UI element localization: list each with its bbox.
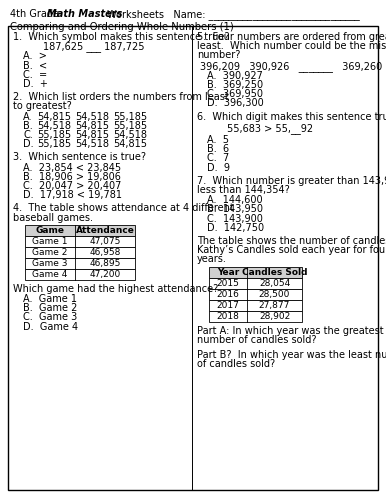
Bar: [209, 278, 302, 288]
Text: D.  396,300: D. 396,300: [207, 98, 264, 108]
Text: D.  Game 4: D. Game 4: [23, 322, 78, 332]
Text: 1.  Which symbol makes this sentence true?: 1. Which symbol makes this sentence true…: [13, 32, 230, 42]
Text: 55,185: 55,185: [37, 139, 71, 149]
Text: 54,815: 54,815: [37, 112, 71, 122]
Text: 2017: 2017: [217, 300, 239, 310]
Text: Attendance: Attendance: [76, 226, 134, 235]
Text: B.  6: B. 6: [207, 144, 229, 154]
Text: number?: number?: [197, 50, 240, 60]
Text: A.  390,927: A. 390,927: [207, 71, 263, 81]
Text: Game 1: Game 1: [32, 237, 68, 246]
Text: 5.  Four numbers are ordered from greatest to: 5. Four numbers are ordered from greates…: [197, 32, 386, 42]
Text: 46,958: 46,958: [89, 248, 121, 257]
Text: Part B?  In which year was the least number: Part B? In which year was the least numb…: [197, 350, 386, 360]
Text: B.  143,950: B. 143,950: [207, 204, 263, 214]
Text: B.  18,906 > 19,806: B. 18,906 > 19,806: [23, 172, 121, 182]
Text: A.: A.: [23, 112, 32, 122]
Text: B.  Game 2: B. Game 2: [23, 303, 77, 313]
Text: of candles sold?: of candles sold?: [197, 359, 275, 369]
Text: years.: years.: [197, 254, 227, 264]
Text: 54,518: 54,518: [113, 130, 147, 140]
Bar: [209, 288, 302, 300]
Text: 6.  Which digit makes this sentence true?: 6. Which digit makes this sentence true?: [197, 112, 386, 122]
Text: 28,500: 28,500: [259, 290, 290, 298]
Text: Math Masters: Math Masters: [47, 9, 122, 19]
Text: B.: B.: [23, 121, 33, 131]
Text: 54,815: 54,815: [75, 130, 109, 140]
Text: The table shows the number of candles that: The table shows the number of candles th…: [197, 236, 386, 246]
Text: Candles Sold: Candles Sold: [242, 268, 307, 276]
Text: 4th Grade: 4th Grade: [10, 9, 62, 19]
Text: 54,518: 54,518: [75, 112, 109, 122]
Text: C.: C.: [23, 130, 33, 140]
Text: A.  23,854 < 23,845: A. 23,854 < 23,845: [23, 162, 121, 172]
Text: Worksheets   Name: _______________________________: Worksheets Name: _______________________…: [104, 9, 360, 20]
Text: Game 2: Game 2: [32, 248, 68, 257]
Text: A.  >: A. >: [23, 52, 47, 62]
Text: C.  20,047 > 20,407: C. 20,047 > 20,407: [23, 181, 121, 191]
Text: Which game had the highest attendance?: Which game had the highest attendance?: [13, 284, 218, 294]
Text: 2.  Which list orders the numbers from least: 2. Which list orders the numbers from le…: [13, 92, 229, 102]
Text: 54,518: 54,518: [75, 139, 109, 149]
Text: 47,075: 47,075: [89, 237, 121, 246]
Text: 54,815: 54,815: [113, 139, 147, 149]
Text: Game: Game: [36, 226, 64, 235]
Bar: [25, 247, 135, 258]
Text: 7.  Which number is greater than 143,907 and: 7. Which number is greater than 143,907 …: [197, 176, 386, 186]
Text: least.  Which number could be the missing: least. Which number could be the missing: [197, 41, 386, 51]
Bar: [25, 225, 135, 236]
Text: 396,209   390,926   _______   369,260: 396,209 390,926 _______ 369,260: [200, 60, 382, 72]
Text: 2018: 2018: [217, 312, 239, 320]
Text: A.  5: A. 5: [207, 135, 229, 145]
Text: C.  369,950: C. 369,950: [207, 89, 263, 99]
Text: D.: D.: [23, 139, 34, 149]
Text: 3.  Which sentence is true?: 3. Which sentence is true?: [13, 152, 146, 162]
Text: 55,185: 55,185: [113, 121, 147, 131]
Text: 54,518: 54,518: [37, 121, 71, 131]
Text: D.  17,918 < 19,781: D. 17,918 < 19,781: [23, 190, 122, 200]
Bar: [25, 258, 135, 269]
Text: 46,895: 46,895: [89, 259, 121, 268]
Text: C.  =: C. =: [23, 70, 47, 80]
Text: Kathy’s Candles sold each year for four: Kathy’s Candles sold each year for four: [197, 245, 386, 255]
Text: D.  9: D. 9: [207, 162, 230, 172]
Text: 27,877: 27,877: [259, 300, 290, 310]
Text: 55,185: 55,185: [113, 112, 147, 122]
Bar: [209, 266, 302, 278]
Text: 54,815: 54,815: [75, 121, 109, 131]
Text: Game 4: Game 4: [32, 270, 68, 279]
Text: C.  Game 3: C. Game 3: [23, 312, 77, 322]
Text: 47,200: 47,200: [90, 270, 120, 279]
Text: 28,902: 28,902: [259, 312, 290, 320]
Text: less than 144,354?: less than 144,354?: [197, 185, 290, 195]
Text: 2015: 2015: [217, 278, 239, 287]
Text: Game 3: Game 3: [32, 259, 68, 268]
Text: Year: Year: [217, 268, 239, 276]
Text: 4.  The table shows attendance at 4 different: 4. The table shows attendance at 4 diffe…: [13, 204, 234, 214]
Text: C.  7: C. 7: [207, 154, 229, 164]
Text: Part A: In which year was the greatest: Part A: In which year was the greatest: [197, 326, 384, 336]
Text: B.  369,250: B. 369,250: [207, 80, 263, 90]
Text: D.  +: D. +: [23, 79, 48, 89]
Text: 2016: 2016: [217, 290, 239, 298]
Text: A.  Game 1: A. Game 1: [23, 294, 77, 304]
Text: C.  143,900: C. 143,900: [207, 214, 263, 224]
Text: 55,185: 55,185: [37, 130, 71, 140]
Text: baseball games.: baseball games.: [13, 212, 93, 222]
Bar: [209, 300, 302, 310]
Bar: [209, 310, 302, 322]
Text: B.  <: B. <: [23, 60, 47, 70]
Text: number of candles sold?: number of candles sold?: [197, 335, 317, 345]
Text: 28,054: 28,054: [259, 278, 290, 287]
Text: A.  144,600: A. 144,600: [207, 195, 262, 205]
Text: D.  142,750: D. 142,750: [207, 223, 264, 233]
Text: Comparing and Ordering Whole Numbers (1): Comparing and Ordering Whole Numbers (1): [10, 22, 234, 32]
Text: to greatest?: to greatest?: [13, 102, 72, 112]
Text: 55,683 > 55,__92: 55,683 > 55,__92: [227, 123, 313, 134]
Bar: [25, 236, 135, 247]
Bar: [25, 269, 135, 280]
Text: 187,625 ___ 187,725: 187,625 ___ 187,725: [43, 41, 144, 52]
